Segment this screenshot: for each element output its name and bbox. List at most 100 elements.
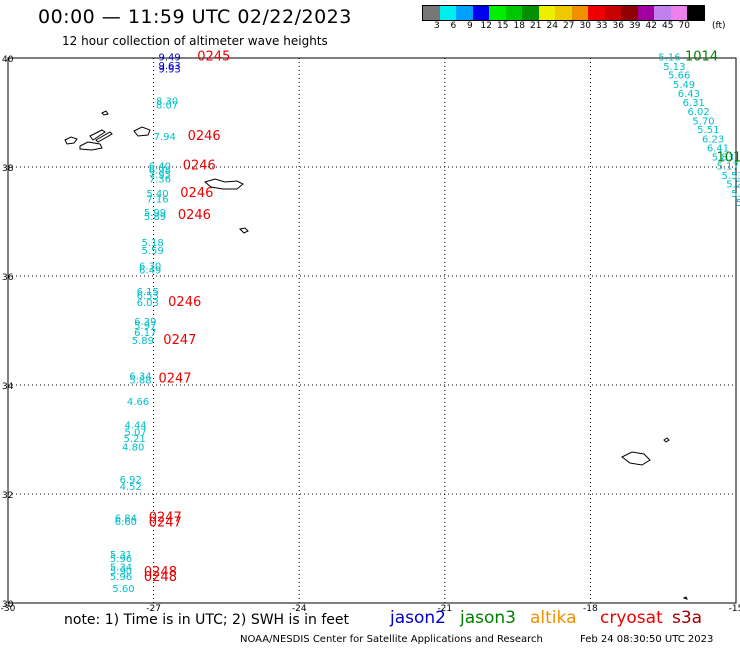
color-scale-tick: 27 — [563, 21, 575, 31]
swh-value-label: 5.51 — [697, 125, 719, 136]
swh-value-label: 5.70 — [692, 116, 714, 127]
longitude-tick-label: -21 — [437, 604, 452, 614]
island-outline — [238, 227, 249, 234]
swh-value-label: 5.18 — [141, 238, 163, 249]
color-swatch — [505, 6, 522, 20]
color-swatch — [555, 6, 572, 20]
longitude-tick-label: -18 — [583, 604, 598, 614]
swh-value-label: 6.39 — [134, 317, 156, 328]
swh-value-label: 5.88 — [731, 189, 740, 200]
swh-value-label: 6.84 — [115, 513, 137, 524]
satellite-legend-entry: altika — [530, 608, 577, 628]
swh-value-label: 6.03 — [137, 298, 159, 309]
satellite-legend-entry: s3a — [672, 608, 703, 628]
swh-value-label: 5.97 — [134, 321, 156, 332]
color-scale-tick: 45 — [662, 21, 674, 31]
island-outline — [101, 110, 109, 116]
island-outline — [203, 178, 244, 190]
swh-value-label: 5.89 — [144, 212, 166, 223]
swh-value-label: 5.99 — [144, 208, 166, 219]
color-swatch — [637, 6, 654, 20]
satellite-legend-entry: jason2 — [390, 608, 446, 628]
color-scale-ticks: 3 6 9 12 15 18 21 24 27 30 33 36 39 42 45 70 — [422, 21, 740, 33]
latitude-tick-label: 36 — [2, 273, 14, 283]
swh-value-label: 5.66 — [668, 71, 690, 82]
swh-value-label: 6.17 — [134, 328, 156, 339]
pass-time-label: 0246 — [168, 295, 201, 310]
latitude-tick-label: 34 — [2, 382, 14, 392]
swh-value-label: 5.53 — [721, 171, 740, 182]
color-swatch — [571, 6, 588, 20]
color-scale-tick: 36 — [612, 21, 624, 31]
color-swatch — [670, 6, 687, 20]
swh-value-label: 4.52 — [120, 482, 142, 493]
swh-value-label: 9.49 — [158, 53, 180, 64]
swh-value-label: 9.93 — [158, 65, 180, 76]
swh-value-label: 5.07 — [124, 428, 146, 439]
pass-time-label: 1015 — [717, 151, 740, 166]
color-scale-tick: 3 — [434, 21, 440, 31]
swh-value-label: 7.94 — [154, 132, 176, 143]
swh-value-label: 4.66 — [127, 397, 149, 408]
pass-time-label: 0247 — [158, 371, 191, 386]
swh-value-label: 5.21 — [124, 434, 146, 445]
longitude-tick-label: -30 — [1, 604, 16, 614]
pass-time-label: 0248 — [144, 565, 177, 580]
pass-time-label: 0246 — [178, 208, 211, 223]
color-swatch — [489, 6, 506, 20]
swh-value-label: 5.96 — [110, 554, 132, 565]
island-outline — [133, 126, 151, 137]
color-scale-tick: 24 — [546, 21, 558, 31]
color-swatch — [604, 6, 621, 20]
color-scale-tick: 39 — [629, 21, 641, 31]
swh-value-label: 6.43 — [678, 89, 700, 100]
swh-value-label: 8.07 — [156, 101, 178, 112]
swh-value-label: 4.80 — [122, 442, 144, 453]
swh-value-label: 5.17 — [717, 162, 739, 173]
color-scale-tick: 12 — [480, 21, 492, 31]
pass-time-label: 0246 — [183, 159, 216, 174]
longitude-tick-label: -24 — [292, 604, 307, 614]
color-swatch — [687, 6, 704, 20]
swh-value-label: 5.96 — [110, 572, 132, 583]
island-outline — [621, 451, 651, 466]
color-scale-tick: 70 — [678, 21, 690, 31]
swh-value-label: 7.95 — [149, 170, 171, 181]
color-scale-tick: 15 — [497, 21, 509, 31]
swh-value-label: 5.90 — [110, 567, 132, 578]
swh-value-label: 5.31 — [110, 550, 132, 561]
color-scale-tick: 42 — [645, 21, 657, 31]
swh-value-label: 5.13 — [663, 62, 685, 73]
color-swatch — [654, 6, 671, 20]
pass-time-label: 0247 — [149, 510, 182, 525]
swh-value-label: 6.15 — [137, 287, 159, 298]
color-scale-tick: 30 — [579, 21, 591, 31]
island-outline — [663, 437, 670, 443]
satellite-legend-entry: jason3 — [460, 608, 516, 628]
swh-value-label: 5.20 — [726, 180, 740, 191]
satellite-legend-entry: cryosat — [600, 608, 663, 628]
swh-value-label: 6.30 — [139, 261, 161, 272]
pass-time-label: 0247 — [149, 516, 182, 531]
color-swatch — [522, 6, 539, 20]
pass-time-label: 0245 — [197, 50, 230, 65]
longitude-tick-label: -27 — [146, 604, 161, 614]
pass-time-label: 0246 — [188, 129, 221, 144]
color-scale-tick: 9 — [467, 21, 473, 31]
swh-value-label: 5.16 — [658, 53, 680, 64]
island-outline — [79, 141, 103, 151]
island-outline — [95, 131, 113, 143]
swh-value-label: 6.53 — [137, 291, 159, 302]
swh-value-label: 8.30 — [156, 96, 178, 107]
pass-time-label: 0247 — [163, 333, 196, 348]
swh-value-label: 5.18 — [736, 198, 740, 209]
map-title: 00:00 — 11:59 UTC 02/22/2023 — [38, 6, 352, 28]
swh-value-label: 4.44 — [124, 421, 146, 432]
color-swatch — [538, 6, 555, 20]
latitude-tick-label: 38 — [2, 164, 14, 174]
swh-value-label: 5.49 — [673, 80, 695, 91]
map-note: note: 1) Time is in UTC; 2) SWH is in fe… — [64, 612, 350, 628]
swh-value-label: 6.23 — [702, 134, 724, 145]
swh-value-label: 6.41 — [707, 144, 729, 155]
